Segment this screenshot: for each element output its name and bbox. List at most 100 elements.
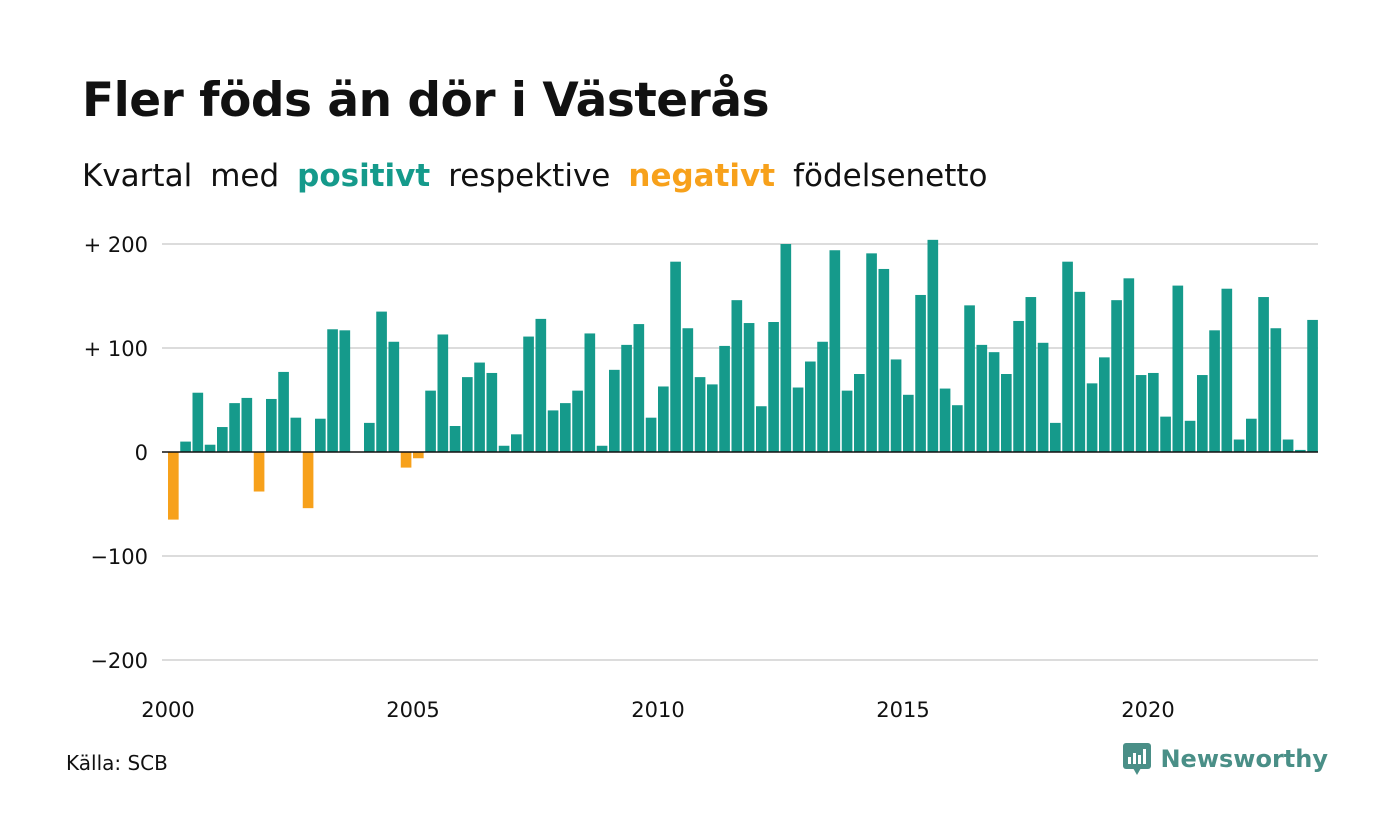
- bar-2009-Q3: [633, 324, 645, 452]
- bar-2001-Q2: [229, 403, 240, 452]
- bar-2011-Q4: [743, 323, 755, 452]
- subtitle-word: respektive: [448, 158, 611, 194]
- bar-2006-Q1: [462, 377, 473, 452]
- axes: + 200 + 100 0 −100 −200 2000 2005 2010 2015 2020: [84, 233, 1318, 722]
- bar-2020-Q3: [1172, 285, 1184, 452]
- bar-2012-Q3: [780, 244, 792, 452]
- bar-2013-Q1: [805, 361, 816, 452]
- bar-2018-Q3: [1074, 291, 1086, 452]
- subtitle-word: Kvartal: [82, 158, 193, 194]
- bar-2016-Q4: [988, 352, 1000, 452]
- bar-2004-Q1: [364, 422, 375, 452]
- y-tick-label: −200: [90, 649, 148, 673]
- bar-2021-Q3: [1221, 288, 1233, 452]
- bar-2022-Q1: [1246, 418, 1257, 452]
- bar-2008-Q4: [596, 445, 608, 452]
- bar-2006-Q2: [474, 362, 485, 452]
- x-tick-label: 2015: [876, 698, 929, 722]
- bar-2016-Q3: [976, 344, 988, 452]
- y-tick-label: + 100: [84, 337, 148, 361]
- bar-2019-Q1: [1099, 357, 1110, 452]
- subtitle-word: med: [210, 158, 280, 194]
- bar-2022-Q2: [1258, 297, 1269, 452]
- bar-2014-Q4: [890, 359, 902, 452]
- subtitle-positive-label: positivt: [297, 158, 431, 194]
- bar-2019-Q3: [1123, 278, 1135, 452]
- subtitle-word: födelsenetto: [793, 158, 988, 194]
- bar-2010-Q2: [670, 261, 681, 452]
- chart-subtitle: Kvartal med positivt respektive negativt föde…: [82, 156, 1006, 196]
- bar-2007-Q4: [547, 410, 559, 452]
- bar-2013-Q2: [817, 341, 828, 452]
- bar-2008-Q3: [584, 333, 596, 452]
- bar-2003-Q2: [327, 329, 338, 452]
- y-tick-label: + 200: [84, 233, 148, 257]
- chart-title: Fler föds än dör i Västerås: [82, 73, 770, 128]
- bar-2000-Q3: [192, 392, 204, 452]
- bar-2007-Q3: [535, 318, 547, 452]
- bar-2005-Q2: [425, 390, 436, 452]
- bar-2015-Q4: [939, 388, 951, 452]
- bar-2018-Q2: [1062, 261, 1073, 452]
- bar-2010-Q3: [682, 328, 694, 452]
- x-tick-label: 2020: [1121, 698, 1174, 722]
- bar-2013-Q4: [841, 390, 853, 452]
- bar-2000-Q2: [180, 441, 191, 452]
- bar-2017-Q2: [1013, 320, 1024, 452]
- bar-2016-Q1: [952, 405, 963, 452]
- bar-2021-Q1: [1197, 375, 1208, 452]
- bar-2002-Q1: [266, 398, 277, 452]
- bar-2020-Q2: [1160, 416, 1171, 452]
- bar-2002-Q2: [278, 371, 289, 452]
- bar-2002-Q4: [302, 452, 314, 509]
- bar-2019-Q4: [1135, 375, 1147, 452]
- bar-2001-Q1: [217, 427, 228, 452]
- bar-2020-Q4: [1184, 420, 1196, 452]
- bar-2018-Q1: [1050, 422, 1061, 452]
- bar-2012-Q1: [756, 406, 767, 452]
- bar-2002-Q3: [290, 417, 302, 452]
- x-tick-label: 2010: [631, 698, 684, 722]
- bar-2010-Q4: [694, 377, 706, 452]
- bar-2001-Q3: [241, 397, 253, 452]
- bar-2008-Q2: [572, 390, 583, 452]
- bar-2004-Q4: [400, 452, 412, 468]
- bar-2015-Q2: [915, 294, 926, 452]
- bar-2014-Q3: [878, 268, 890, 452]
- bar-2020-Q1: [1148, 372, 1159, 452]
- bar-2005-Q3: [437, 334, 449, 452]
- bar-2009-Q4: [645, 417, 657, 452]
- bar-2017-Q1: [1001, 374, 1012, 452]
- bar-2016-Q2: [964, 305, 975, 452]
- bar-2017-Q4: [1037, 342, 1049, 452]
- bar-2011-Q2: [719, 345, 730, 452]
- bars: [168, 239, 1318, 520]
- bar-2013-Q3: [829, 250, 841, 452]
- bar-2005-Q4: [449, 426, 461, 452]
- y-tick-label: 0: [135, 441, 148, 465]
- bar-2004-Q3: [388, 341, 400, 452]
- source-note: Källa: SCB: [66, 751, 168, 775]
- bar-2000-Q4: [204, 444, 216, 452]
- bar-2023-Q2: [1307, 319, 1318, 452]
- bar-2018-Q4: [1086, 383, 1098, 452]
- bar-2008-Q1: [560, 403, 571, 452]
- x-tick-label: 2005: [386, 698, 439, 722]
- brand-name: Newsworthy: [1160, 745, 1328, 773]
- bar-2011-Q3: [731, 300, 743, 452]
- brand-logo: Newsworthy: [1122, 742, 1328, 776]
- bar-2005-Q1: [413, 452, 424, 459]
- bar-2006-Q3: [486, 372, 498, 452]
- bar-2011-Q1: [707, 384, 718, 452]
- bar-2003-Q1: [315, 418, 326, 452]
- bar-2015-Q1: [903, 394, 914, 452]
- bar-2022-Q3: [1270, 328, 1282, 452]
- bar-2009-Q1: [609, 369, 620, 452]
- newsworthy-logo-icon: [1123, 743, 1152, 775]
- bar-2010-Q1: [658, 386, 669, 452]
- bar-2001-Q4: [253, 452, 265, 492]
- bar-2021-Q4: [1233, 439, 1245, 452]
- bar-2014-Q2: [866, 253, 877, 452]
- bar-2007-Q2: [523, 336, 534, 452]
